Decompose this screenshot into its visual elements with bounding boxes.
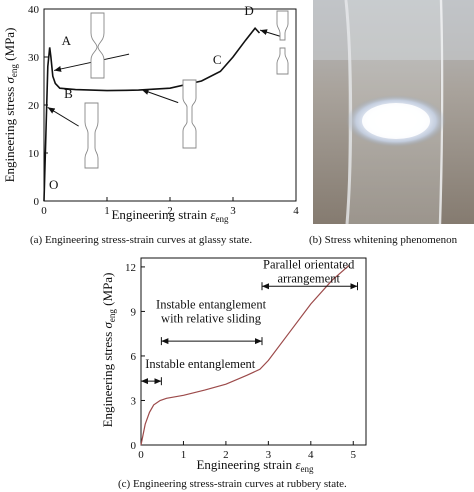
panel-c-y-axis-label: Engineering stress σeng (MPa)	[100, 273, 117, 428]
stage-label-2: Instable entanglement with relative slidi…	[156, 297, 267, 325]
arrow-to-elastic	[47, 106, 79, 127]
panel-a-point-label-d: D	[244, 3, 253, 18]
panel-a-annotations: O A B C D	[47, 3, 283, 192]
panel-c-annotations: Instable entanglement Instable entangleme…	[140, 257, 359, 386]
y-tick-label: 6	[131, 351, 137, 363]
specimen-icon-necking	[90, 12, 105, 79]
panel-c-curve	[140, 264, 350, 446]
x-tick-label: 2	[167, 205, 173, 217]
panel-a-point-label-c: C	[213, 52, 222, 67]
x-tick-label: 1	[181, 449, 187, 461]
caption-c: (c) Engineering stress-strain curves at …	[118, 478, 347, 490]
panel-a-point-label-b: B	[64, 86, 73, 101]
x-tick-label: 3	[266, 449, 272, 461]
caption-a: (a) Engineering stress-strain curves at …	[30, 234, 252, 246]
x-tick-label: 0	[41, 205, 47, 217]
x-tick-label: 2	[223, 449, 229, 461]
specimen-icon-neck-propagation	[182, 79, 197, 149]
panel-c-x-axis-label: Engineering strain εeng	[196, 457, 314, 474]
y-tick-label: 10	[28, 148, 40, 160]
y-tick-label: 3	[131, 395, 137, 407]
panel-b-photo	[313, 0, 474, 225]
arrow-to-fracture	[259, 29, 283, 38]
caption-b: (b) Stress whitening phenomenon	[309, 234, 458, 246]
specimen-icon-elastic	[84, 102, 99, 169]
stage-label-1: Instable entanglement	[145, 357, 256, 371]
arrow-to-neck-propagation	[141, 89, 179, 104]
specimen-icon-fracture	[276, 10, 289, 75]
y-tick-label: 9	[131, 306, 137, 318]
y-tick-label: 20	[28, 100, 40, 112]
x-tick-label: 3	[230, 205, 236, 217]
stage-label-3: Parallel orientated arrangement	[263, 257, 355, 285]
panel-a-point-label-a: A	[62, 33, 72, 48]
x-tick-label: 4	[308, 449, 314, 461]
x-tick-label: 0	[138, 449, 144, 461]
x-tick-label: 4	[293, 205, 299, 217]
y-tick-label: 12	[125, 262, 136, 274]
panel-a-plot-frame	[43, 8, 297, 202]
panel-c-plot-frame	[140, 257, 367, 446]
panel-a-curve	[43, 26, 261, 202]
panel-a-y-axis-label: Engineering stress σeng (MPa)	[2, 28, 19, 183]
y-tick-label: 0	[34, 196, 40, 208]
panel-a-x-axis-label: Engineering strain εeng	[111, 207, 229, 224]
panel-a-point-label-o: O	[49, 177, 58, 192]
y-tick-label: 0	[131, 440, 137, 452]
x-tick-label: 1	[104, 205, 110, 217]
y-tick-label: 40	[28, 4, 40, 16]
y-tick-label: 30	[28, 52, 40, 64]
x-tick-label: 5	[351, 449, 357, 461]
